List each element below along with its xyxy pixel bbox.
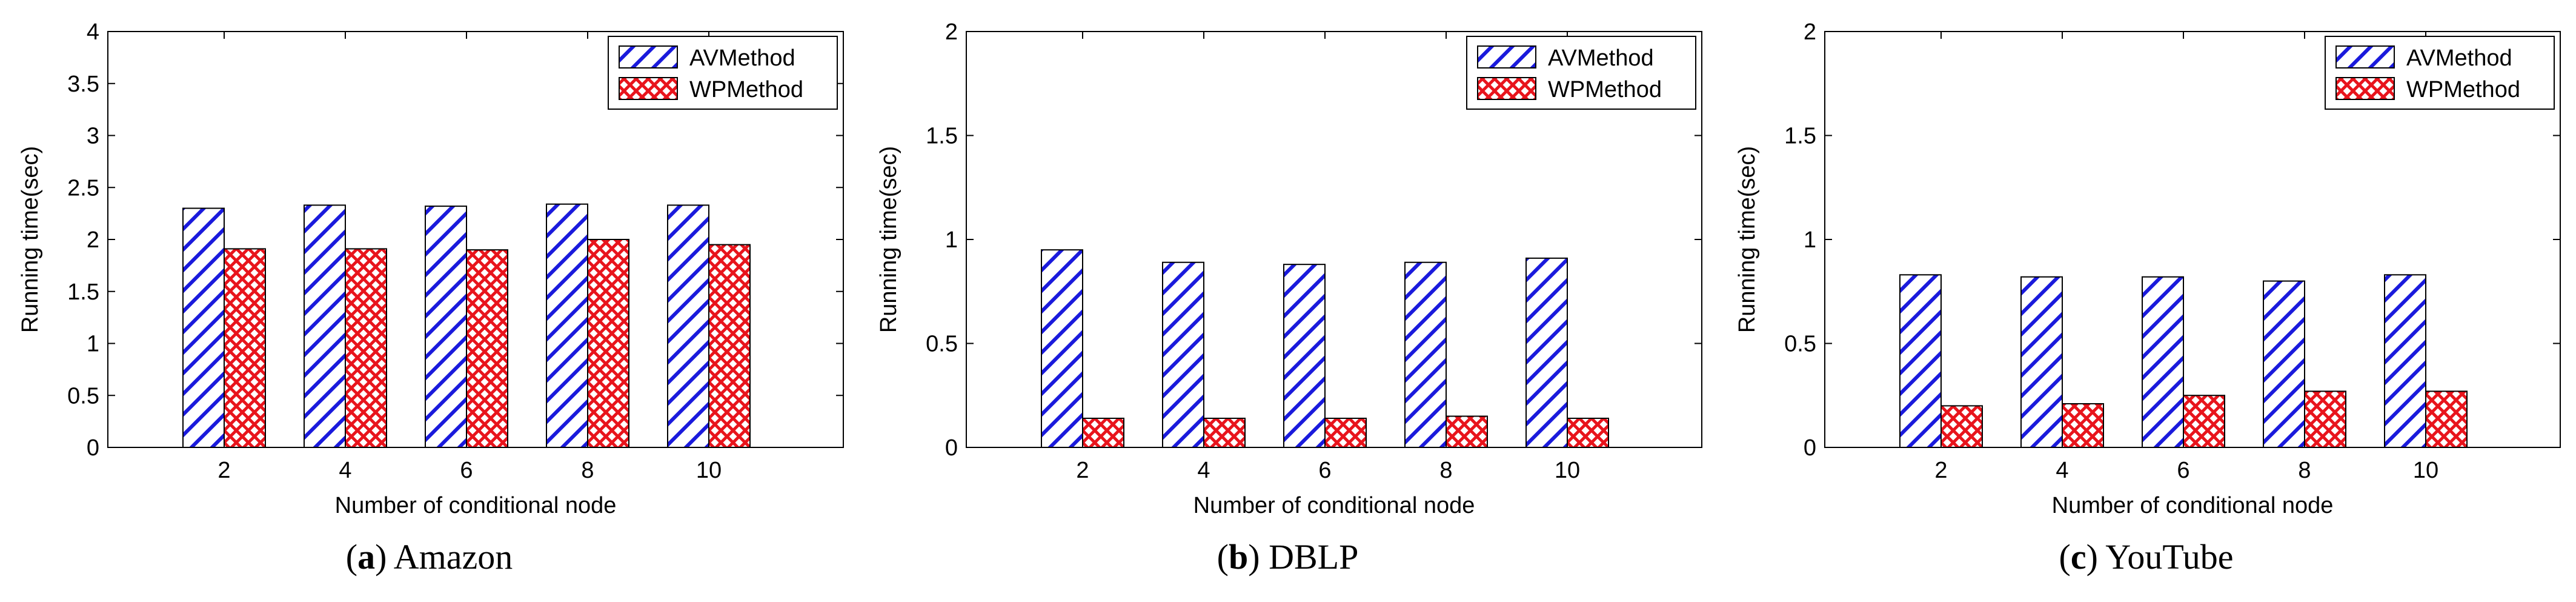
x-tick-label: 4 (1197, 458, 1210, 483)
y-tick-label: 1.5 (67, 279, 99, 305)
bar-avmethod (667, 204, 709, 448)
legend-swatch-wpmethod (619, 77, 678, 100)
x-tick-label: 2 (1934, 458, 1947, 483)
chart-panel-amazon: 0 0.5 1 1.5 2 2.5 3 3.5 4 2 4 6 8 10 Number of conditi… (0, 0, 858, 602)
bar-avmethod (1041, 249, 1083, 448)
y-axis-label: Running time(sec) (876, 146, 901, 333)
x-tick-label: 8 (1439, 458, 1452, 483)
bar-avmethod (2142, 276, 2184, 448)
chart-caption: (b) DBLP (1217, 537, 1359, 577)
legend-label-avmethod: AVMethod (689, 45, 795, 71)
legend-label-avmethod: AVMethod (1548, 45, 1654, 71)
y-tick-label: 1 (1804, 227, 1816, 253)
caption-text: Amazon (393, 537, 513, 577)
y-tick-label: 1.5 (926, 124, 958, 149)
y-axis-label: Running time(sec) (1734, 146, 1760, 333)
bar-avmethod (304, 204, 346, 448)
legend-swatch-wpmethod (1477, 77, 1536, 100)
y-tick-label: 0 (945, 435, 958, 461)
bar-wpmethod (1940, 405, 1983, 449)
y-tick-label: 0.5 (1784, 332, 1816, 357)
y-tick-label: 0 (1804, 435, 1816, 461)
y-tick-label: 2 (87, 227, 99, 253)
bar-avmethod (2020, 276, 2063, 448)
bar-wpmethod (2425, 390, 2468, 449)
x-tick-label: 4 (2056, 458, 2068, 483)
caption-tag: b (1228, 537, 1249, 577)
x-tick-label: 6 (2177, 458, 2189, 483)
bar-wpmethod (1567, 417, 1609, 448)
x-tick-label: 8 (2298, 458, 2311, 483)
chart-amazon: 0 0.5 1 1.5 2 2.5 3 3.5 4 2 4 6 8 10 Number of conditi… (18, 19, 844, 518)
y-tick-label: 2 (1804, 19, 1816, 45)
bar-wpmethod (708, 244, 751, 448)
caption-text: YouTube (2105, 537, 2234, 577)
bar-wpmethod (466, 249, 508, 448)
legend-swatch-avmethod (619, 45, 678, 69)
legend-swatch-avmethod (1477, 45, 1536, 69)
chart-youtube: 0 0.5 1 1.5 2 2 4 6 8 10 Number of conditional nod… (1734, 19, 2561, 518)
bar-avmethod (425, 206, 467, 448)
y-tick-label: 1 (945, 227, 958, 253)
x-axis-label: Number of conditional node (2052, 493, 2334, 518)
bar-wpmethod (1324, 417, 1367, 448)
bar-wpmethod (1446, 415, 1488, 448)
legend-label-wpmethod: WPMethod (2406, 77, 2520, 102)
legend-swatch-avmethod (2335, 45, 2395, 69)
bar-avmethod (1162, 261, 1204, 448)
y-tick-label: 1.5 (1784, 124, 1816, 149)
caption-tag: a (357, 537, 376, 577)
bar-wpmethod (1082, 417, 1124, 448)
chart-panel-dblp: 0 0.5 1 1.5 2 2 4 6 8 10 Number of conditional nod… (858, 0, 1717, 602)
legend-label-wpmethod: WPMethod (689, 77, 803, 102)
x-tick-label: 10 (696, 458, 722, 483)
y-tick-label: 0.5 (926, 332, 958, 357)
bar-avmethod (1404, 261, 1447, 448)
chart-caption: (c) YouTube (2059, 537, 2234, 577)
y-tick-label: 3 (87, 124, 99, 149)
chart-dblp: 0 0.5 1 1.5 2 2 4 6 8 10 Number of conditional nod… (876, 19, 1702, 518)
bar-avmethod (182, 207, 225, 448)
x-tick-label: 4 (339, 458, 351, 483)
y-tick-label: 1 (87, 332, 99, 357)
bar-wpmethod (224, 248, 266, 448)
y-axis-label: Running time(sec) (18, 146, 43, 333)
x-tick-label: 2 (1076, 458, 1089, 483)
bar-wpmethod (587, 239, 629, 448)
x-tick-label: 6 (1318, 458, 1331, 483)
legend-swatch-wpmethod (2335, 77, 2395, 100)
y-tick-label: 0.5 (67, 383, 99, 409)
caption-text: DBLP (1269, 537, 1359, 577)
y-tick-label: 2.5 (67, 175, 99, 201)
bar-avmethod (1283, 264, 1326, 448)
y-tick-label: 0 (87, 435, 99, 461)
chart-panel-youtube: 0 0.5 1 1.5 2 2 4 6 8 10 Number of conditional nod… (1717, 0, 2575, 602)
chart-caption: (a) Amazon (345, 537, 513, 577)
x-tick-label: 10 (1555, 458, 1580, 483)
x-tick-label: 6 (460, 458, 473, 483)
y-tick-label: 3.5 (67, 72, 99, 97)
bar-wpmethod (345, 248, 387, 448)
y-tick-label: 4 (87, 19, 99, 45)
bar-avmethod (546, 203, 588, 448)
x-tick-label: 8 (581, 458, 594, 483)
bar-avmethod (2263, 280, 2305, 448)
y-tick-label: 2 (945, 19, 958, 45)
bar-avmethod (2384, 274, 2426, 448)
legend-label-wpmethod: WPMethod (1548, 77, 1662, 102)
caption-tag: c (2070, 537, 2086, 577)
bar-wpmethod (2304, 390, 2346, 449)
bar-wpmethod (1203, 417, 1246, 448)
bar-avmethod (1525, 257, 1568, 448)
bar-wpmethod (2183, 395, 2225, 448)
bar-wpmethod (2062, 403, 2104, 448)
x-tick-label: 10 (2413, 458, 2438, 483)
x-tick-label: 2 (217, 458, 230, 483)
legend-label-avmethod: AVMethod (2406, 45, 2512, 71)
x-axis-label: Number of conditional node (335, 493, 617, 518)
bar-avmethod (1899, 274, 1942, 448)
x-axis-label: Number of conditional node (1193, 493, 1475, 518)
